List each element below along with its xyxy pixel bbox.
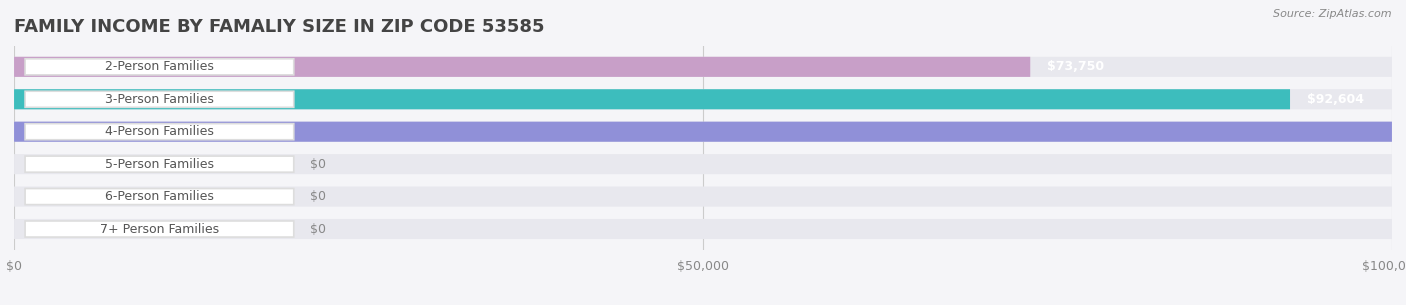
FancyBboxPatch shape <box>25 188 294 205</box>
FancyBboxPatch shape <box>25 91 294 107</box>
Text: $0: $0 <box>311 223 326 235</box>
FancyBboxPatch shape <box>14 219 1392 239</box>
FancyBboxPatch shape <box>14 122 1392 142</box>
Text: 2-Person Families: 2-Person Families <box>105 60 214 73</box>
Text: 7+ Person Families: 7+ Person Families <box>100 223 219 235</box>
Text: 4-Person Families: 4-Person Families <box>105 125 214 138</box>
FancyBboxPatch shape <box>14 57 1392 77</box>
Text: $0: $0 <box>311 158 326 170</box>
FancyBboxPatch shape <box>25 156 294 172</box>
Text: $0: $0 <box>311 190 326 203</box>
Text: $92,604: $92,604 <box>1306 93 1364 106</box>
Text: $73,750: $73,750 <box>1047 60 1104 73</box>
FancyBboxPatch shape <box>25 124 294 140</box>
Text: Source: ZipAtlas.com: Source: ZipAtlas.com <box>1274 9 1392 19</box>
FancyBboxPatch shape <box>25 59 294 75</box>
FancyBboxPatch shape <box>14 89 1291 109</box>
Text: 6-Person Families: 6-Person Families <box>105 190 214 203</box>
FancyBboxPatch shape <box>14 57 1031 77</box>
Text: FAMILY INCOME BY FAMALIY SIZE IN ZIP CODE 53585: FAMILY INCOME BY FAMALIY SIZE IN ZIP COD… <box>14 18 544 36</box>
Text: 5-Person Families: 5-Person Families <box>105 158 214 170</box>
FancyBboxPatch shape <box>14 89 1392 109</box>
FancyBboxPatch shape <box>14 122 1392 142</box>
FancyBboxPatch shape <box>25 221 294 237</box>
FancyBboxPatch shape <box>14 187 1392 206</box>
FancyBboxPatch shape <box>14 154 1392 174</box>
Text: 3-Person Families: 3-Person Families <box>105 93 214 106</box>
